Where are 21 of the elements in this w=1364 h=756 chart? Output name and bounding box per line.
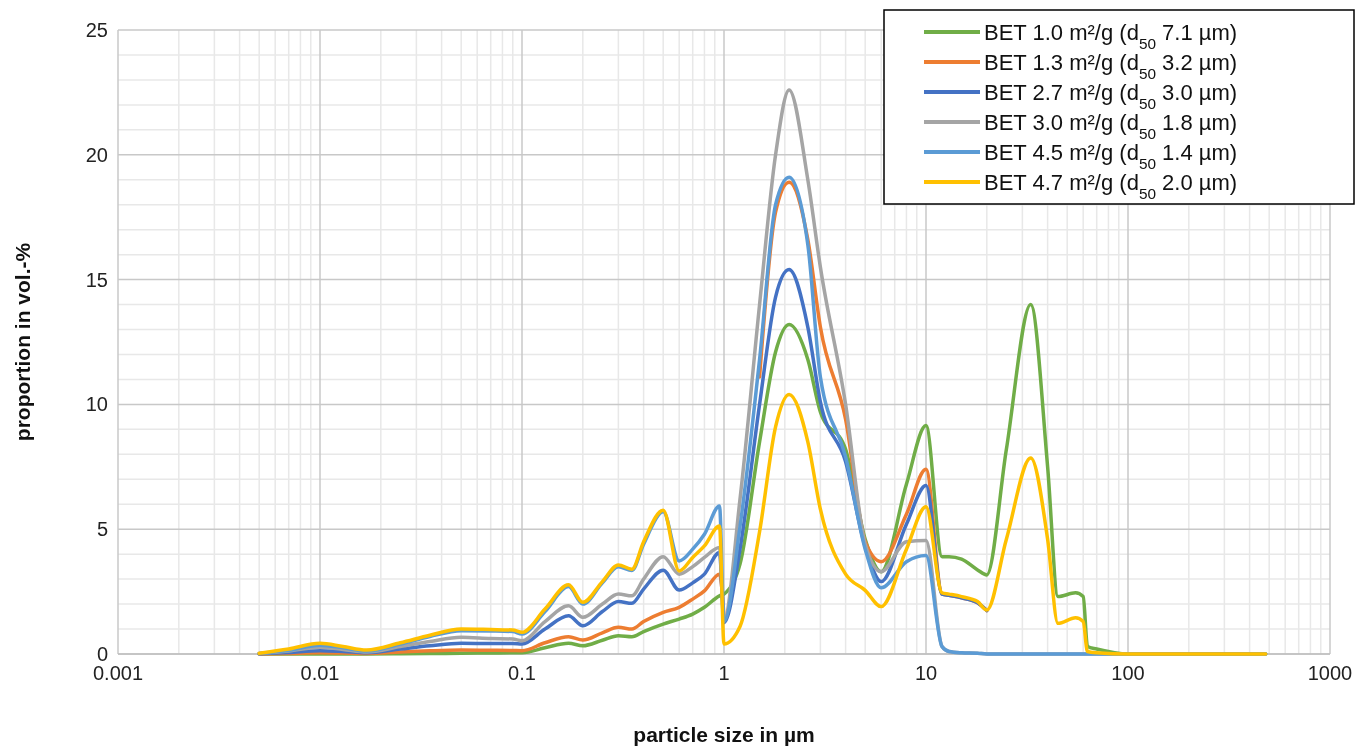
legend-label: BET 4.7 m²/g (d$_{50}$ 2.0 µm) xyxy=(984,170,1238,202)
y-tick-label: 0 xyxy=(96,643,108,665)
y-tick-label: 15 xyxy=(85,268,108,291)
legend-label: BET 3.0 m²/g (d$_{50}$ 1.8 µm) xyxy=(984,110,1238,142)
x-tick-label: 10 xyxy=(914,662,938,684)
y-tick-label: 5 xyxy=(96,518,108,541)
x-tick-label: 100 xyxy=(1111,662,1145,684)
legend-label: BET 4.5 m²/g (d$_{50}$ 1.4 µm) xyxy=(984,140,1238,172)
x-tick-label: 0.1 xyxy=(508,662,536,684)
y-tick-label: 20 xyxy=(85,143,108,166)
x-tick-label: 0.01 xyxy=(300,662,340,684)
y-tick-label: 10 xyxy=(85,393,108,416)
legend-label: BET 2.7 m²/g (d$_{50}$ 3.0 µm) xyxy=(984,80,1238,112)
x-axis-title: particle size in µm xyxy=(633,723,815,746)
y-axis-title: proportion in vol.-% xyxy=(11,242,34,442)
x-tick-label: 1000 xyxy=(1307,662,1353,684)
legend-label: BET 1.0 m²/g (d$_{50}$ 7.1 µm) xyxy=(984,20,1238,52)
x-tick-label: 1 xyxy=(718,662,730,684)
x-tick-label: 0.001 xyxy=(92,662,144,684)
y-tick-label: 25 xyxy=(85,19,108,41)
legend-label: BET 1.3 m²/g (d$_{50}$ 3.2 µm) xyxy=(984,50,1238,82)
